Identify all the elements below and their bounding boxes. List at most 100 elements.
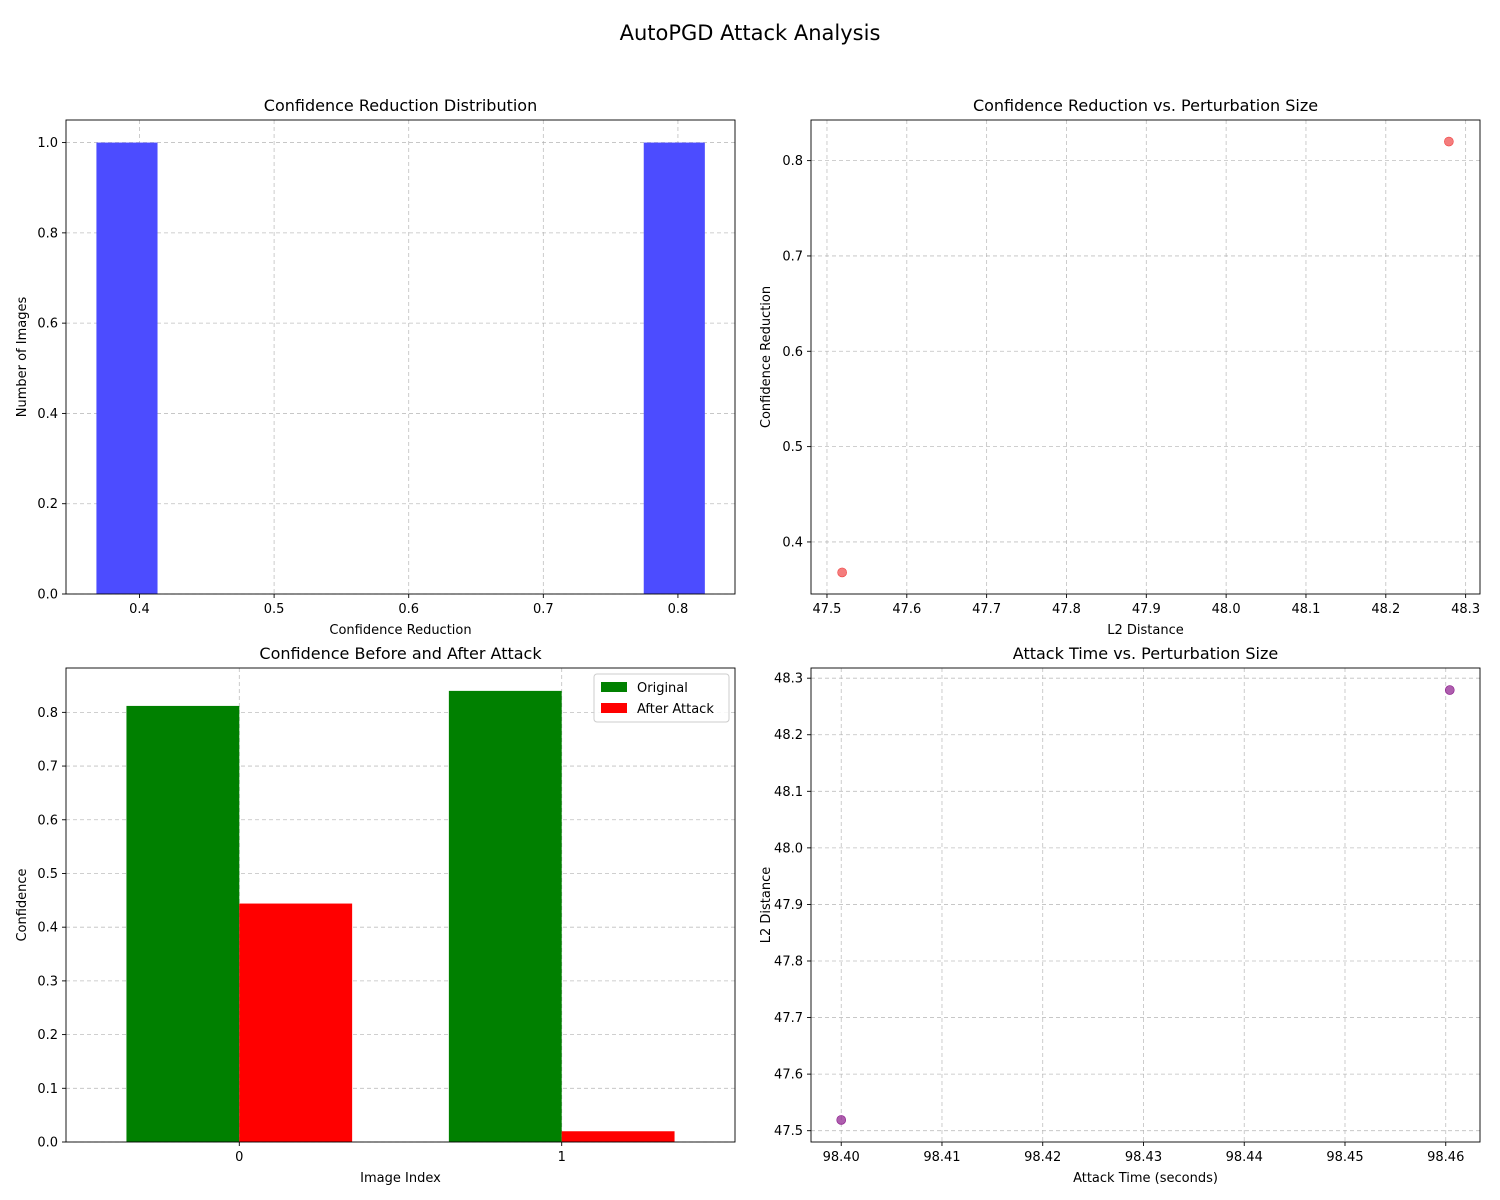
- chart-title: Attack Time vs. Perturbation Size: [1013, 644, 1278, 663]
- ticks: 0 1 0.0 0.1 0.2 0.3 0.4 0.5 0.6 0.7 0.8: [37, 706, 566, 1165]
- ticks: 98.40 98.41 98.42 98.43 98.44 98.45 98.46 47.5 4…: [774, 672, 1464, 1165]
- legend-label: Original: [637, 681, 688, 696]
- y-tick-label: 1.0: [37, 136, 58, 151]
- y-tick-label: 0.4: [37, 921, 58, 936]
- x-tick-label: 0.6: [398, 602, 419, 617]
- y-axis-label: Number of Images: [15, 297, 30, 418]
- x-tick-label: 48.1: [1291, 602, 1320, 617]
- y-tick-label: 0.1: [37, 1082, 58, 1097]
- scatter-point: [1444, 685, 1455, 695]
- x-tick-label: 0: [235, 1150, 243, 1165]
- x-tick-label: 47.8: [1052, 602, 1081, 617]
- data-marks: [836, 685, 1455, 1125]
- x-tick-label: 98.43: [1125, 1150, 1162, 1165]
- figure-title: AutoPGD Attack Analysis: [620, 21, 881, 45]
- legend-label: After Attack: [637, 702, 714, 717]
- x-tick-label: 0.8: [668, 602, 689, 617]
- ticks: 47.5 47.6 47.7 47.8 47.9 48.0 48.1 48.2 48.3 0.4 0…: [782, 154, 1480, 617]
- x-tick-label: 47.9: [1132, 602, 1161, 617]
- y-tick-label: 0.8: [37, 706, 58, 721]
- y-tick-label: 0.5: [37, 867, 58, 882]
- y-tick-label: 0.6: [37, 813, 58, 828]
- axes-frame: [810, 667, 1481, 1143]
- data-marks: [126, 690, 675, 1142]
- panel-confidence-before-after: 0 1 0.0 0.1 0.2 0.3 0.4 0.5 0.6 0.7 0.8 Confidence …: [15, 644, 736, 1186]
- panel-attack-time-vs-perturbation: 98.40 98.41 98.42 98.43 98.44 98.45 98.46 47.5 4…: [759, 644, 1481, 1186]
- axes-frame: [65, 667, 736, 1143]
- y-tick-label: 0.8: [37, 226, 58, 241]
- grid: [811, 668, 1480, 1142]
- y-axis-label: Confidence Reduction: [759, 286, 774, 428]
- y-tick-label: 0.0: [37, 588, 58, 603]
- scatter-point: [836, 1115, 847, 1125]
- chart-title: Confidence Reduction vs. Perturbation Si…: [973, 96, 1318, 115]
- y-tick-label: 0.0: [37, 1136, 58, 1151]
- histogram-bar: [643, 142, 705, 595]
- bar-after-attack: [561, 1131, 675, 1142]
- panel-confidence-reduction-distribution: 0.4 0.5 0.6 0.7 0.8 0.0 0.2 0.4 0.6 0.8 1.0 Confide…: [15, 96, 736, 638]
- x-tick-label: 1: [558, 1150, 566, 1165]
- x-tick-label: 47.6: [892, 602, 921, 617]
- y-tick-label: 0.2: [37, 497, 58, 512]
- y-tick-label: 47.6: [774, 1068, 803, 1083]
- y-tick-label: 0.4: [782, 535, 803, 550]
- data-marks: [837, 136, 1454, 578]
- axes-frame: [65, 119, 736, 595]
- x-tick-label: 98.41: [923, 1150, 960, 1165]
- grid: [811, 120, 1480, 594]
- histogram-bar: [96, 142, 158, 595]
- panel-confidence-vs-perturbation: 47.5 47.6 47.7 47.8 47.9 48.0 48.1 48.2 48.3 0.4 0…: [759, 96, 1481, 638]
- y-axis-label: L2 Distance: [759, 867, 774, 944]
- y-tick-label: 47.9: [774, 898, 803, 913]
- chart-title: Confidence Reduction Distribution: [264, 96, 537, 115]
- x-axis-label: L2 Distance: [1107, 623, 1184, 638]
- x-tick-label: 47.5: [812, 602, 841, 617]
- y-tick-label: 48.2: [774, 728, 803, 743]
- x-tick-label: 48.0: [1212, 602, 1241, 617]
- y-tick-label: 47.8: [774, 954, 803, 969]
- scatter-point: [1444, 136, 1454, 147]
- legend-box: [593, 673, 730, 723]
- x-tick-label: 98.46: [1427, 1150, 1464, 1165]
- x-axis-label: Image Index: [360, 1171, 441, 1186]
- axes-frame: [810, 119, 1481, 595]
- x-tick-label: 48.3: [1451, 602, 1480, 617]
- x-tick-label: 0.7: [533, 602, 554, 617]
- y-tick-label: 0.7: [37, 760, 58, 775]
- scatter-point: [837, 567, 847, 578]
- y-tick-label: 0.3: [37, 974, 58, 989]
- legend-swatch: [601, 703, 627, 713]
- x-tick-label: 0.5: [264, 602, 285, 617]
- bar-original: [126, 705, 240, 1142]
- x-tick-label: 98.42: [1024, 1150, 1061, 1165]
- x-tick-label: 98.45: [1326, 1150, 1363, 1165]
- bar-after-attack: [239, 903, 353, 1142]
- y-tick-label: 0.2: [37, 1028, 58, 1043]
- x-axis-label: Confidence Reduction: [329, 623, 471, 638]
- y-tick-label: 47.7: [774, 1011, 803, 1026]
- y-tick-label: 0.7: [782, 249, 803, 264]
- data-marks: [96, 142, 705, 595]
- x-tick-label: 98.40: [823, 1150, 860, 1165]
- y-tick-label: 0.8: [782, 154, 803, 169]
- y-tick-label: 47.5: [774, 1124, 803, 1139]
- y-tick-label: 0.6: [782, 345, 803, 360]
- x-tick-label: 0.4: [129, 602, 150, 617]
- y-tick-label: 48.0: [774, 841, 803, 856]
- y-tick-label: 48.1: [774, 785, 803, 800]
- legend: Original After Attack: [593, 673, 730, 723]
- y-tick-label: 0.6: [37, 317, 58, 332]
- bar-original: [448, 690, 562, 1142]
- y-tick-label: 48.3: [774, 672, 803, 687]
- x-tick-label: 47.7: [972, 602, 1001, 617]
- x-axis-label: Attack Time (seconds): [1073, 1171, 1218, 1186]
- y-axis-label: Confidence: [15, 868, 30, 941]
- x-tick-label: 48.2: [1371, 602, 1400, 617]
- y-tick-label: 0.4: [37, 407, 58, 422]
- y-tick-label: 0.5: [782, 440, 803, 455]
- legend-swatch: [601, 682, 627, 692]
- chart-title: Confidence Before and After Attack: [259, 644, 542, 663]
- ticks: 0.4 0.5 0.6 0.7 0.8 0.0 0.2 0.4 0.6 0.8 1.0: [37, 136, 688, 617]
- x-tick-label: 98.44: [1226, 1150, 1263, 1165]
